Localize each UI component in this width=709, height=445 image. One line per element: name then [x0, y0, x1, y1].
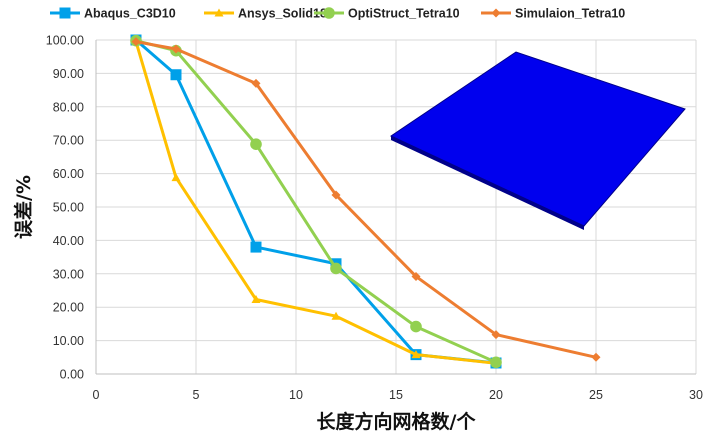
x-tick-label: 25 — [589, 388, 603, 402]
x-axis-title: 长度方向网格数/个 — [317, 410, 477, 433]
data-point — [131, 37, 141, 47]
plate-thickness — [391, 136, 584, 230]
x-tick-label: 30 — [689, 388, 703, 402]
data-point — [171, 173, 181, 182]
legend-marker — [214, 8, 224, 17]
data-point — [250, 138, 262, 151]
y-tick-label: 50.00 — [53, 201, 84, 215]
legend-marker — [59, 7, 71, 19]
y-tick-label: 10.00 — [53, 334, 84, 348]
legend-label: Simulaion_Tetra10 — [515, 7, 625, 21]
x-tick-label: 20 — [489, 388, 503, 402]
legend-item: Simulaion_Tetra10 — [481, 7, 625, 21]
legend-item: OptiStruct_Tetra10 — [314, 7, 460, 21]
deformed-plate-contour-image — [389, 51, 686, 230]
x-tick-label: 10 — [289, 388, 303, 402]
x-tick-label: 5 — [193, 388, 200, 402]
legend-marker — [491, 8, 501, 18]
y-tick-label: 30.00 — [53, 267, 84, 281]
data-point — [591, 352, 601, 362]
data-point — [330, 262, 342, 275]
y-tick-label: 0.00 — [60, 368, 84, 382]
data-point — [251, 78, 261, 88]
y-tick-label: 100.00 — [46, 34, 84, 48]
series-abaqus-c3d10 — [130, 34, 502, 369]
legend: Abaqus_C3D10 Ansys_Solid186 OptiStruct_Tet… — [50, 7, 625, 21]
y-tick-label: 70.00 — [53, 134, 84, 148]
series-optistruct-tetra10 — [130, 34, 502, 369]
legend-marker — [323, 7, 335, 19]
y-tick-label: 90.00 — [53, 67, 84, 81]
data-point — [411, 271, 421, 281]
x-tick-label: 0 — [93, 388, 100, 402]
data-point — [171, 44, 181, 54]
y-tick-label: 20.00 — [53, 301, 84, 315]
data-point — [170, 69, 182, 81]
data-point — [491, 330, 501, 340]
data-point — [411, 350, 421, 359]
legend-label: OptiStruct_Tetra10 — [348, 7, 460, 21]
series-layer — [130, 34, 601, 369]
y-axis-title: 误差/% — [12, 175, 35, 239]
legend-item: Abaqus_C3D10 — [50, 7, 176, 21]
legend-label: Abaqus_C3D10 — [84, 7, 176, 21]
axes: 0.00 10.00 20.00 30.00 40.00 50.00 60.00 70.00 8… — [46, 34, 703, 403]
data-point — [410, 320, 422, 333]
x-tick-label: 15 — [389, 388, 403, 402]
plate-edge — [389, 51, 686, 227]
data-point — [250, 241, 262, 253]
series-simulaion-tetra10 — [131, 37, 601, 362]
y-tick-label: 80.00 — [53, 100, 84, 114]
series-line — [134, 41, 497, 365]
legend-label: Ansys_Solid186 — [238, 7, 334, 21]
legend-item: Ansys_Solid186 — [204, 7, 334, 21]
data-point — [490, 356, 502, 369]
y-tick-label: 60.00 — [53, 167, 84, 181]
y-tick-label: 40.00 — [53, 234, 84, 248]
series-ansys-solid186 — [131, 37, 501, 367]
plate-surface — [391, 52, 685, 226]
data-point — [331, 190, 341, 200]
data-point — [331, 311, 341, 320]
data-point — [251, 295, 261, 304]
